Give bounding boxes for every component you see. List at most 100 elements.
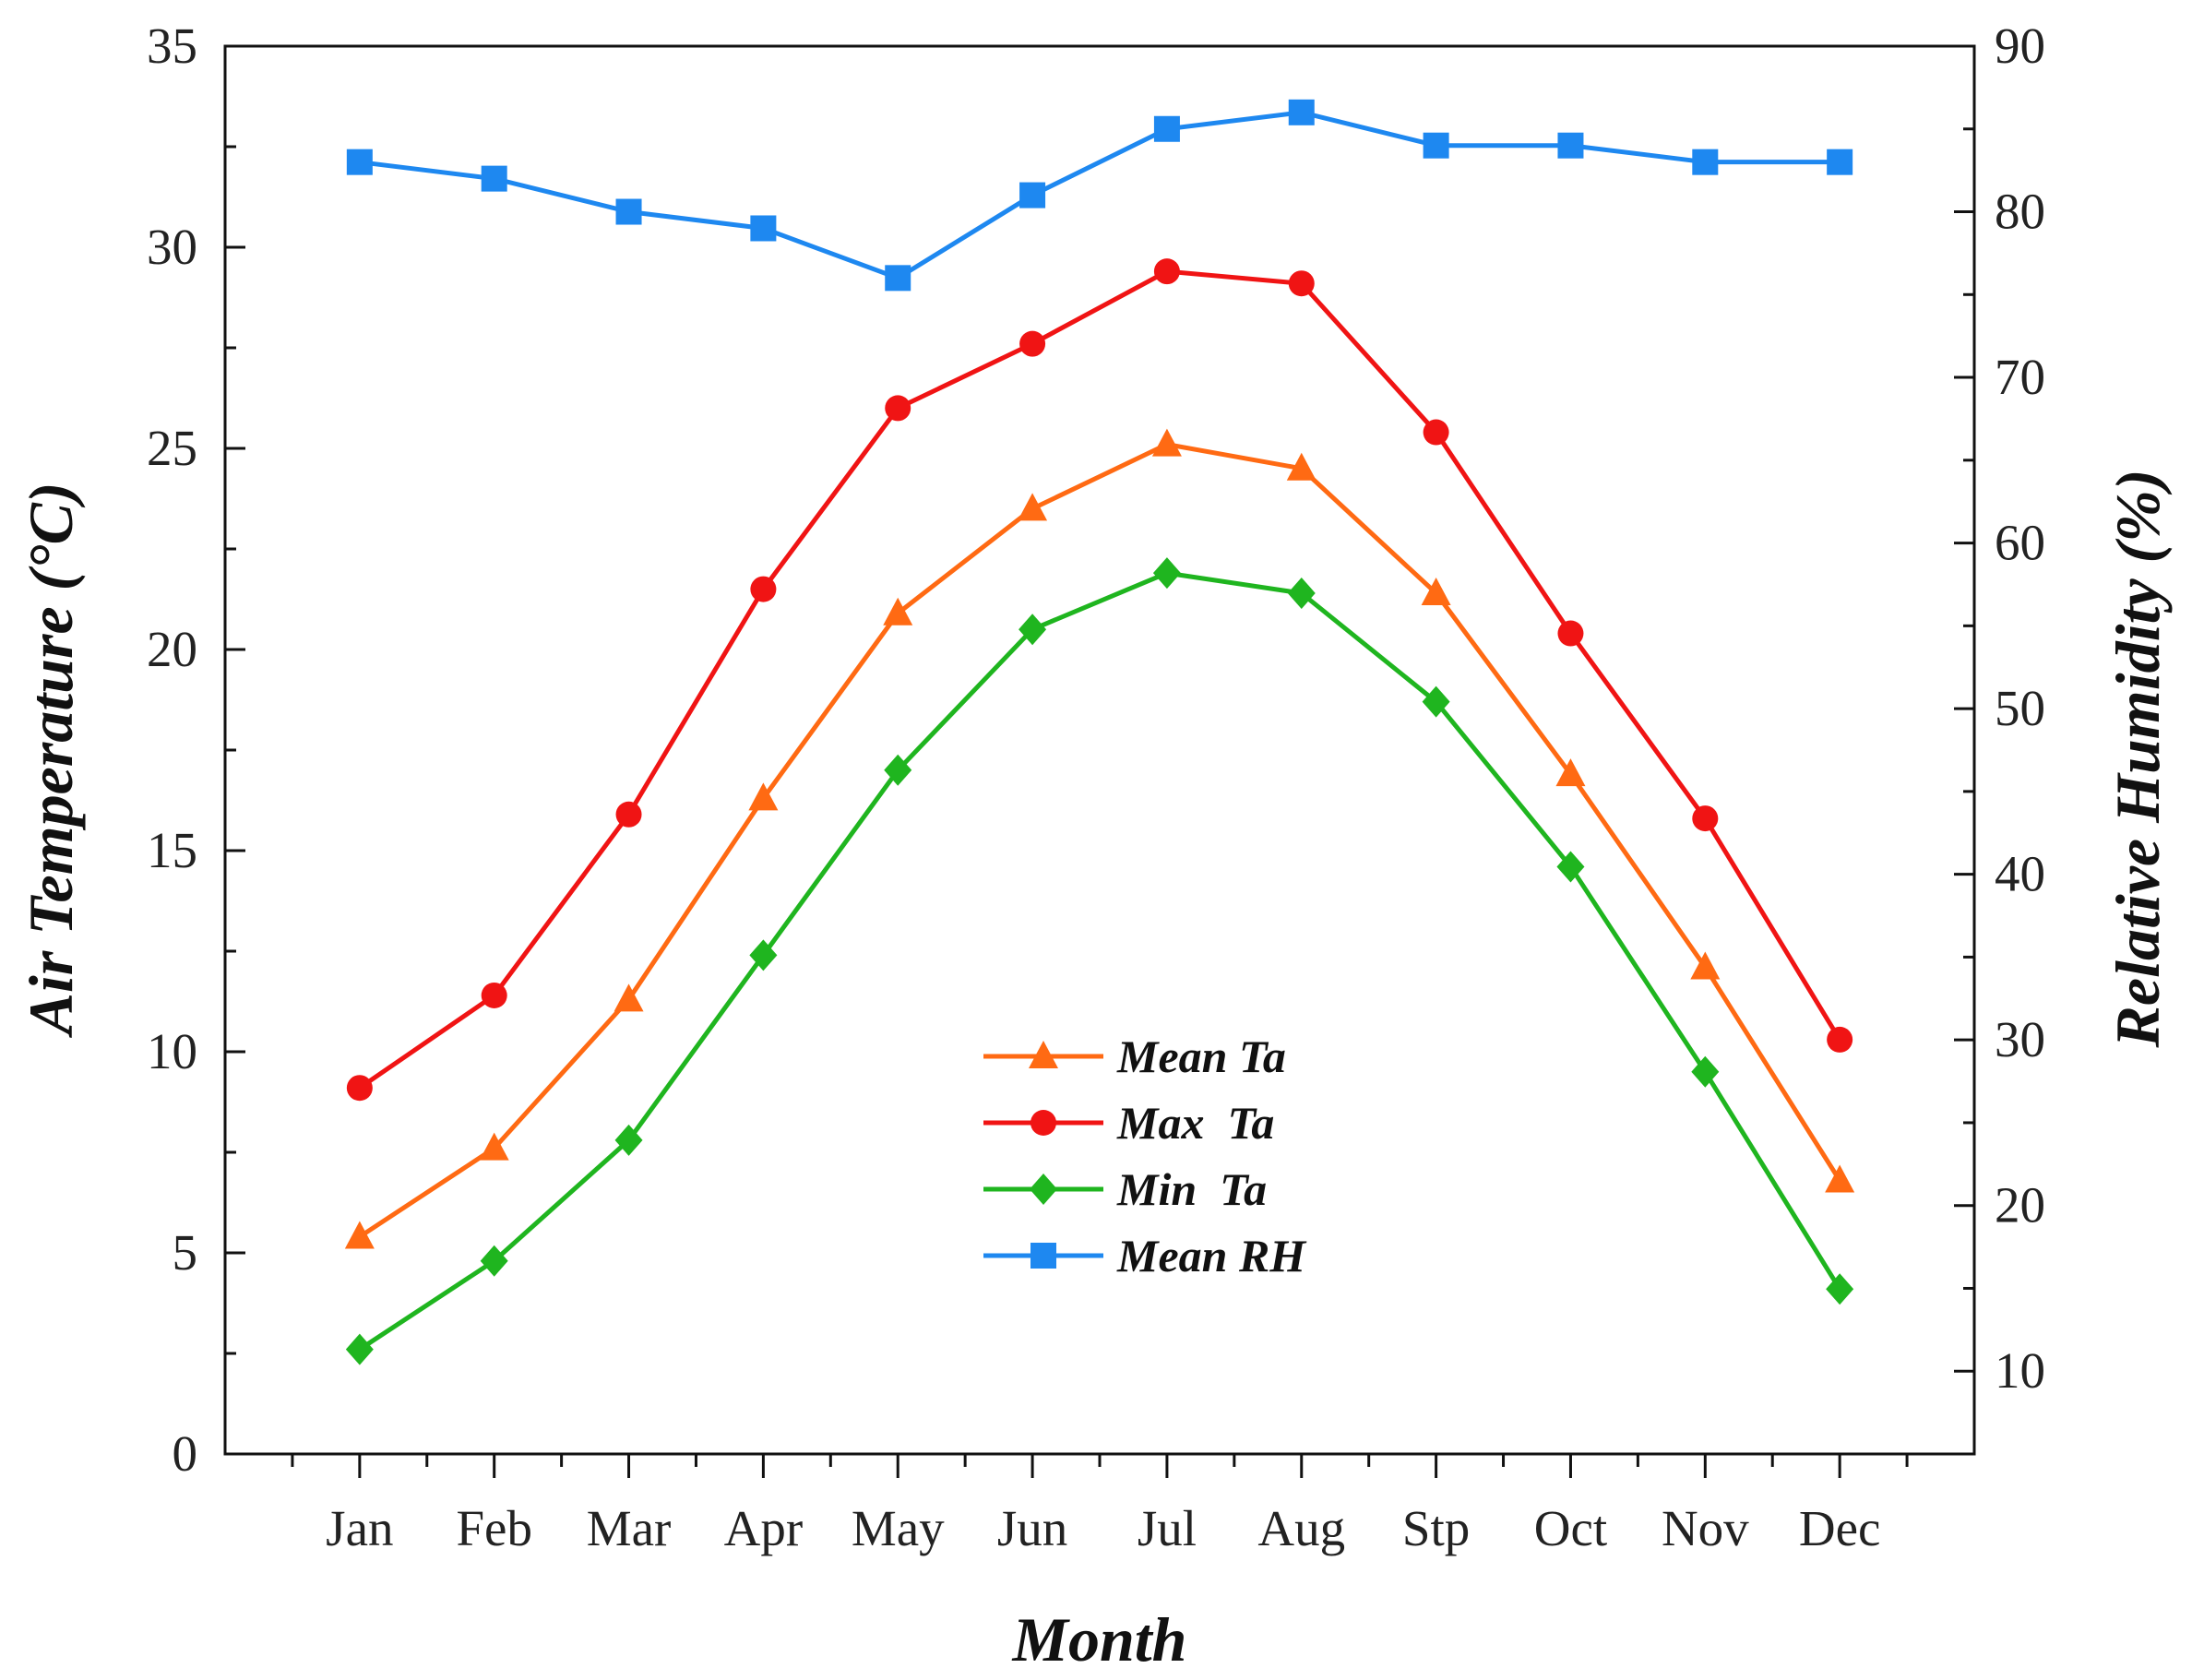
legend-item: Mean RH bbox=[983, 1230, 1307, 1281]
data-point bbox=[1690, 951, 1721, 980]
legend-label: Mean Ta bbox=[1116, 1031, 1286, 1082]
data-point bbox=[749, 939, 778, 971]
y2-tick-label: 60 bbox=[1995, 515, 2045, 571]
data-point bbox=[1423, 132, 1449, 159]
y2-tick-label: 20 bbox=[1995, 1177, 2045, 1233]
y-tick-label: 35 bbox=[147, 18, 197, 74]
data-point bbox=[1288, 99, 1315, 125]
x-tick-label: Apr bbox=[724, 1500, 804, 1556]
data-point bbox=[614, 983, 644, 1012]
series-line bbox=[358, 268, 1842, 1090]
legend-label: Mean RH bbox=[1116, 1230, 1307, 1281]
data-point bbox=[345, 1333, 374, 1365]
data-point bbox=[1288, 270, 1315, 297]
series-mean-rh bbox=[346, 99, 1853, 292]
legend-marker bbox=[1030, 1243, 1056, 1269]
data-point bbox=[1286, 452, 1316, 481]
legend-item: Min Ta bbox=[983, 1163, 1267, 1215]
data-point bbox=[614, 1124, 643, 1156]
data-point bbox=[480, 1245, 508, 1277]
y-tick-label: 5 bbox=[173, 1224, 198, 1281]
y2-tick-label: 30 bbox=[1995, 1011, 2045, 1067]
data-point bbox=[750, 576, 777, 602]
data-point bbox=[1556, 851, 1585, 883]
y-tick-label: 0 bbox=[173, 1425, 198, 1482]
data-point bbox=[748, 782, 779, 811]
y2-tick-label: 10 bbox=[1995, 1342, 2045, 1399]
legend-label: Max Ta bbox=[1116, 1097, 1274, 1149]
x-tick-label: Dec bbox=[1799, 1500, 1881, 1556]
x-tick-label: Oct bbox=[1534, 1500, 1607, 1556]
series-min-ta bbox=[345, 557, 1854, 1365]
y-axis-title: Air Temperature (°C) bbox=[16, 483, 86, 1039]
y2-tick-label: 70 bbox=[1995, 349, 2045, 405]
series-line bbox=[358, 442, 1842, 1239]
series-line bbox=[358, 570, 1842, 1352]
data-point bbox=[1153, 115, 1180, 142]
x-tick-label: Stp bbox=[1402, 1500, 1470, 1556]
legend-marker bbox=[1029, 1041, 1058, 1068]
data-point bbox=[750, 215, 777, 242]
data-point bbox=[481, 982, 507, 1008]
x-tick-label: Feb bbox=[456, 1500, 532, 1556]
x-tick-label: Nov bbox=[1662, 1500, 1749, 1556]
data-point bbox=[1423, 419, 1449, 446]
legend-marker bbox=[1030, 1174, 1057, 1205]
data-point bbox=[1557, 620, 1584, 647]
data-point bbox=[346, 149, 373, 175]
y2-axis-title: Relative Humidity (%) bbox=[2103, 470, 2173, 1049]
y-tick-label: 20 bbox=[147, 621, 197, 677]
data-point bbox=[885, 265, 911, 292]
data-point bbox=[346, 1075, 373, 1102]
data-point bbox=[1827, 149, 1853, 175]
x-tick-label: Jan bbox=[326, 1500, 393, 1556]
x-tick-label: Aug bbox=[1257, 1500, 1345, 1556]
data-point bbox=[885, 395, 911, 422]
data-point bbox=[1151, 428, 1182, 457]
data-point bbox=[481, 165, 507, 192]
y-tick-label: 30 bbox=[147, 219, 197, 275]
data-point bbox=[1018, 493, 1048, 521]
series-max-ta bbox=[346, 258, 1853, 1102]
x-tick-label: Mar bbox=[587, 1500, 672, 1556]
data-point bbox=[1827, 1026, 1853, 1053]
data-point bbox=[479, 1132, 509, 1161]
y2-tick-label: 90 bbox=[1995, 18, 2045, 74]
data-point bbox=[883, 597, 913, 626]
legend-item: Mean Ta bbox=[983, 1031, 1286, 1082]
data-point bbox=[615, 198, 642, 225]
data-point bbox=[1692, 149, 1719, 175]
data-point bbox=[1019, 614, 1047, 646]
y-tick-label: 10 bbox=[147, 1023, 197, 1079]
data-point bbox=[615, 801, 642, 828]
x-tick-label: Jun bbox=[997, 1500, 1067, 1556]
data-point bbox=[1019, 182, 1046, 209]
data-point bbox=[344, 1221, 375, 1249]
y2-tick-label: 50 bbox=[1995, 680, 2045, 736]
data-point bbox=[1287, 577, 1316, 609]
data-point bbox=[1825, 1164, 1855, 1193]
data-point bbox=[1826, 1273, 1854, 1305]
x-tick-label: May bbox=[852, 1500, 945, 1556]
plot-frame bbox=[223, 44, 1976, 1456]
data-point bbox=[1555, 758, 1586, 787]
series-line bbox=[359, 110, 1841, 281]
y2-tick-label: 40 bbox=[1995, 846, 2045, 902]
legend-item: Max Ta bbox=[983, 1097, 1274, 1149]
y-tick-label: 15 bbox=[147, 822, 197, 878]
data-point bbox=[1421, 577, 1451, 605]
x-tick-label: Jul bbox=[1138, 1500, 1197, 1556]
data-point bbox=[1153, 258, 1180, 285]
data-point bbox=[1422, 685, 1450, 718]
data-point bbox=[884, 754, 912, 786]
x-axis-title: Month bbox=[1012, 1604, 1187, 1674]
data-point bbox=[1692, 805, 1719, 832]
data-point bbox=[1557, 132, 1584, 159]
data-point bbox=[1019, 330, 1046, 357]
legend-label: Min Ta bbox=[1116, 1163, 1267, 1215]
y2-tick-label: 80 bbox=[1995, 184, 2045, 240]
legend-marker bbox=[1030, 1110, 1056, 1136]
data-point bbox=[1152, 557, 1181, 590]
series-mean-ta bbox=[344, 428, 1855, 1249]
